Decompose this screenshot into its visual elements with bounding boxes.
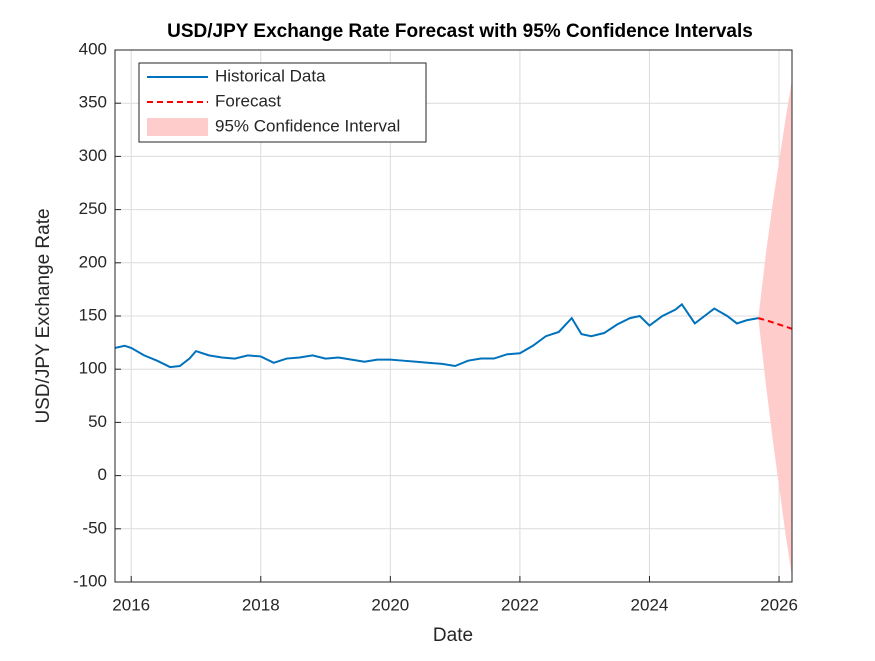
y-tick-label: 200 (79, 252, 107, 271)
legend-swatch (147, 118, 208, 136)
y-tick-label: 300 (79, 146, 107, 165)
legend: Historical Data Forecast 95% Confidence In… (138, 62, 427, 143)
x-tick-label: 2020 (371, 595, 409, 614)
x-tick-label: 2024 (631, 595, 669, 614)
y-tick-label: -100 (73, 571, 107, 590)
y-tick-label: -50 (82, 518, 107, 537)
x-tick-label: 2026 (760, 595, 798, 614)
series-line (114, 302, 759, 369)
y-axis-label: USD/JPY Exchange Rate (33, 208, 54, 423)
y-tick-label: 150 (79, 305, 107, 324)
chart-title: USD/JPY Exchange Rate Forecast with 95% … (167, 21, 753, 42)
plot-frame (114, 49, 793, 583)
y-tick-label: 400 (79, 39, 107, 58)
legend-label: 95% Confidence Interval (215, 116, 400, 135)
legend-label: Forecast (215, 91, 281, 110)
legend-label: Historical Data (215, 66, 326, 85)
y-tick-label: 250 (79, 199, 107, 218)
confidence-band (758, 79, 792, 577)
y-tick-label: 0 (98, 465, 107, 484)
x-tick-label: 2022 (501, 595, 539, 614)
y-tick-label: 50 (88, 412, 107, 431)
x-tick-label: 2018 (242, 595, 280, 614)
y-tick-label: 350 (79, 93, 107, 112)
x-tick-label: 2016 (112, 595, 150, 614)
x-axis-label: Date (433, 625, 473, 646)
y-tick-label: 100 (79, 359, 107, 378)
